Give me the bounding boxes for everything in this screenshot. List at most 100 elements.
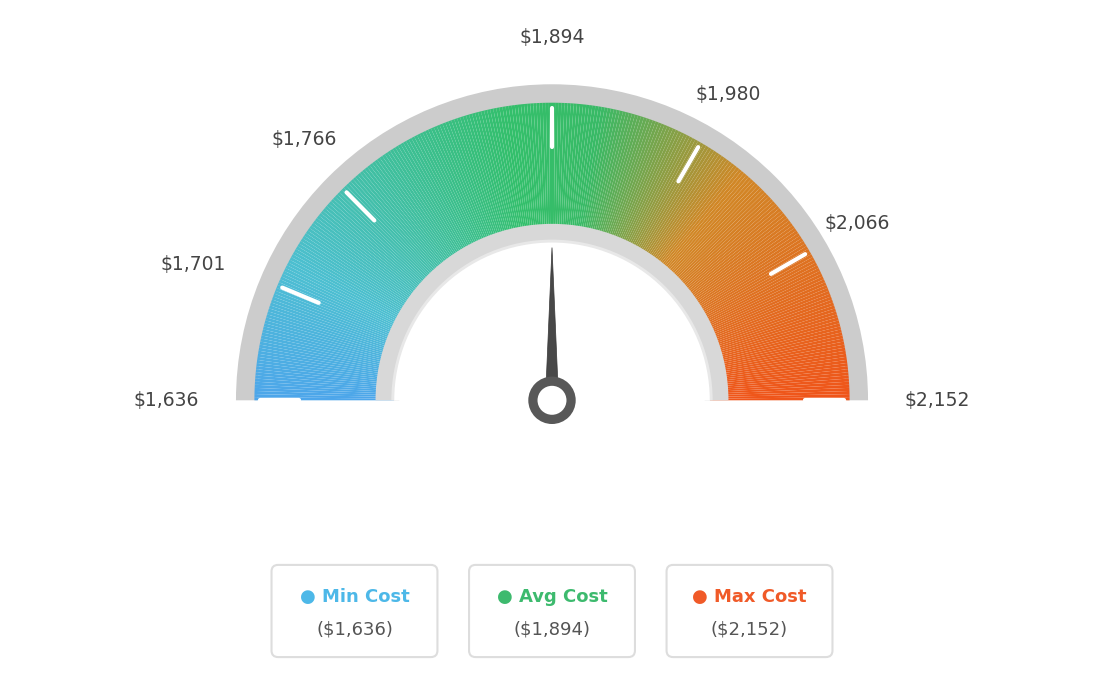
Wedge shape bbox=[339, 190, 440, 290]
Wedge shape bbox=[643, 156, 724, 271]
Text: $1,980: $1,980 bbox=[696, 85, 761, 104]
Wedge shape bbox=[627, 138, 696, 262]
Wedge shape bbox=[511, 105, 532, 244]
Wedge shape bbox=[681, 228, 796, 310]
Wedge shape bbox=[388, 150, 466, 268]
Wedge shape bbox=[341, 188, 442, 288]
Wedge shape bbox=[671, 206, 779, 298]
Wedge shape bbox=[699, 290, 830, 344]
Wedge shape bbox=[270, 302, 403, 350]
Polygon shape bbox=[545, 248, 559, 400]
Wedge shape bbox=[694, 270, 821, 333]
Text: $1,894: $1,894 bbox=[519, 28, 585, 48]
FancyBboxPatch shape bbox=[667, 565, 832, 657]
Wedge shape bbox=[425, 130, 486, 257]
Text: ($1,636): ($1,636) bbox=[316, 620, 393, 638]
Wedge shape bbox=[524, 104, 539, 243]
Wedge shape bbox=[690, 254, 813, 324]
Wedge shape bbox=[295, 249, 416, 322]
Wedge shape bbox=[615, 127, 673, 256]
Wedge shape bbox=[261, 335, 397, 368]
Wedge shape bbox=[672, 208, 782, 299]
Wedge shape bbox=[597, 115, 641, 250]
Wedge shape bbox=[611, 124, 665, 254]
Wedge shape bbox=[576, 106, 602, 244]
Wedge shape bbox=[269, 306, 402, 351]
Wedge shape bbox=[709, 360, 847, 380]
Wedge shape bbox=[572, 105, 593, 244]
Wedge shape bbox=[434, 126, 491, 255]
Wedge shape bbox=[268, 308, 402, 353]
Wedge shape bbox=[288, 259, 413, 327]
Wedge shape bbox=[466, 115, 508, 249]
Wedge shape bbox=[319, 213, 429, 302]
Wedge shape bbox=[266, 314, 401, 356]
Wedge shape bbox=[270, 299, 403, 348]
Wedge shape bbox=[282, 274, 408, 335]
Wedge shape bbox=[697, 279, 825, 337]
Wedge shape bbox=[624, 135, 690, 260]
Wedge shape bbox=[607, 121, 659, 253]
Wedge shape bbox=[673, 210, 783, 301]
Wedge shape bbox=[315, 218, 427, 305]
Wedge shape bbox=[543, 103, 549, 242]
Wedge shape bbox=[309, 226, 424, 308]
Wedge shape bbox=[709, 373, 849, 387]
Wedge shape bbox=[296, 246, 417, 320]
Wedge shape bbox=[709, 363, 848, 382]
Wedge shape bbox=[665, 192, 767, 291]
Wedge shape bbox=[555, 103, 561, 242]
Wedge shape bbox=[565, 104, 580, 243]
Wedge shape bbox=[457, 117, 503, 250]
Wedge shape bbox=[254, 397, 394, 400]
Wedge shape bbox=[502, 106, 528, 244]
Wedge shape bbox=[257, 354, 396, 377]
Wedge shape bbox=[646, 161, 732, 275]
Wedge shape bbox=[537, 103, 545, 242]
Text: ● Max Cost: ● Max Cost bbox=[692, 587, 807, 606]
Wedge shape bbox=[623, 134, 687, 259]
Wedge shape bbox=[263, 329, 399, 364]
Wedge shape bbox=[255, 373, 395, 387]
Wedge shape bbox=[691, 259, 816, 327]
Wedge shape bbox=[553, 103, 559, 242]
Wedge shape bbox=[394, 243, 710, 400]
Wedge shape bbox=[333, 197, 437, 293]
Wedge shape bbox=[573, 106, 595, 244]
Wedge shape bbox=[603, 118, 650, 251]
Wedge shape bbox=[644, 158, 726, 273]
Wedge shape bbox=[616, 128, 676, 257]
Wedge shape bbox=[604, 119, 652, 252]
Wedge shape bbox=[291, 254, 414, 324]
Wedge shape bbox=[637, 149, 714, 268]
Text: $1,701: $1,701 bbox=[161, 255, 226, 274]
Wedge shape bbox=[259, 342, 397, 371]
Wedge shape bbox=[265, 320, 400, 359]
Wedge shape bbox=[286, 265, 411, 330]
Wedge shape bbox=[390, 149, 467, 268]
Wedge shape bbox=[570, 105, 590, 244]
Wedge shape bbox=[293, 252, 415, 323]
Text: ($2,152): ($2,152) bbox=[711, 620, 788, 638]
Wedge shape bbox=[304, 233, 422, 313]
Wedge shape bbox=[384, 152, 465, 270]
Wedge shape bbox=[549, 103, 552, 242]
Wedge shape bbox=[707, 338, 843, 369]
Wedge shape bbox=[585, 109, 617, 246]
Wedge shape bbox=[395, 146, 470, 266]
Text: ($1,894): ($1,894) bbox=[513, 620, 591, 638]
Wedge shape bbox=[329, 201, 435, 296]
Wedge shape bbox=[346, 184, 444, 286]
Wedge shape bbox=[360, 171, 452, 279]
Wedge shape bbox=[678, 220, 790, 306]
Wedge shape bbox=[287, 262, 412, 328]
Wedge shape bbox=[701, 302, 834, 350]
Wedge shape bbox=[370, 164, 456, 275]
Wedge shape bbox=[445, 121, 497, 253]
Wedge shape bbox=[702, 306, 835, 351]
Wedge shape bbox=[297, 244, 417, 319]
Wedge shape bbox=[659, 181, 756, 285]
Wedge shape bbox=[569, 104, 586, 244]
Wedge shape bbox=[639, 152, 720, 270]
Wedge shape bbox=[608, 123, 661, 253]
